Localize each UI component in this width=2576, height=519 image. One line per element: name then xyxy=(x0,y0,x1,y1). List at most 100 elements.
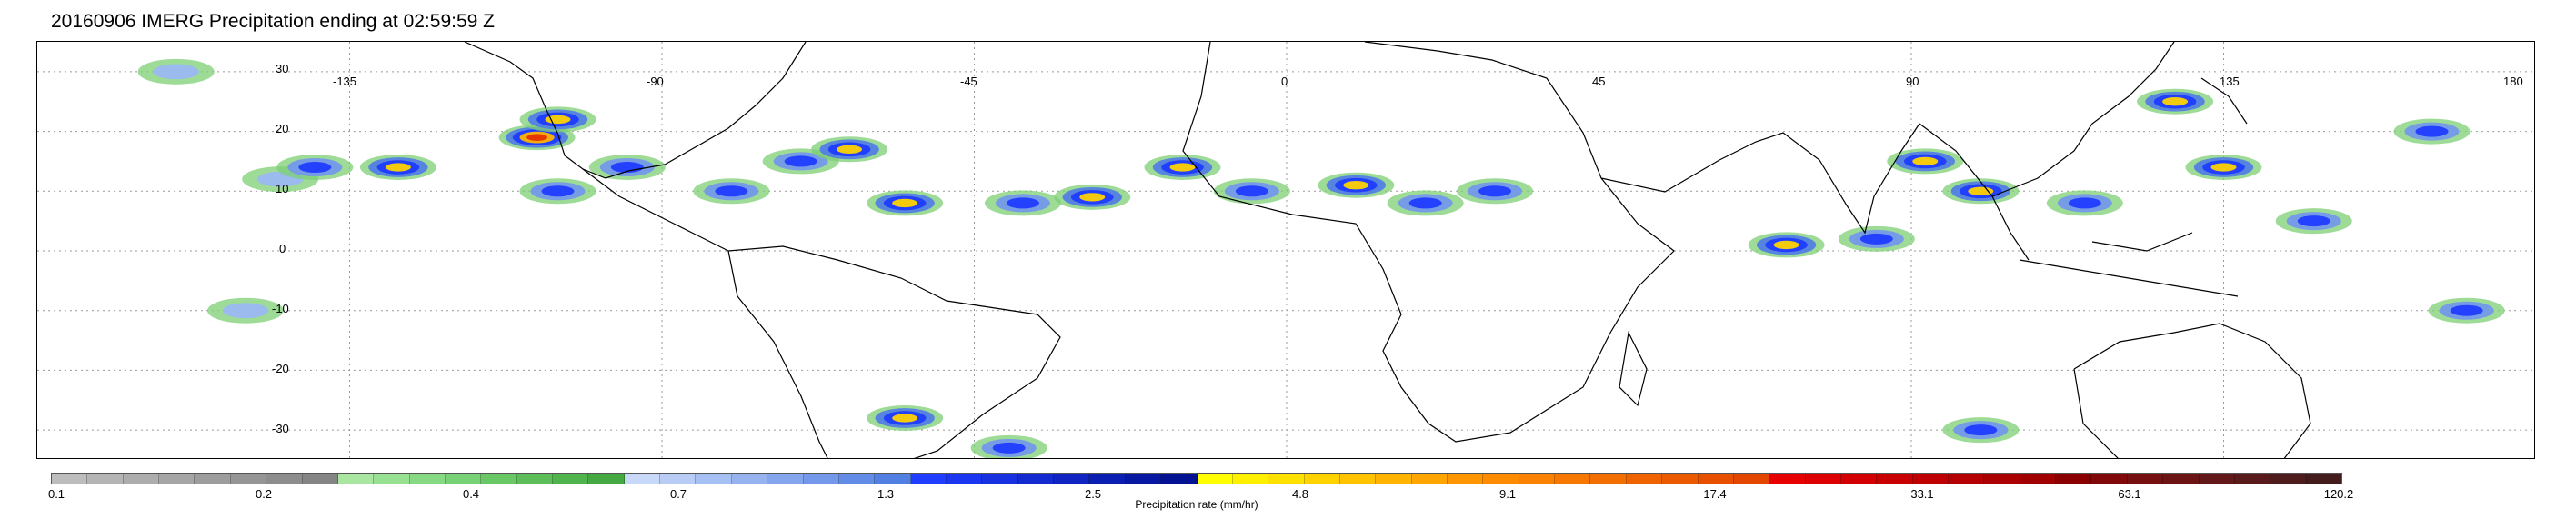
precip-cell-20-band-3 xyxy=(1912,156,1939,166)
precip-cell-26 xyxy=(2393,118,2471,145)
colorbar-segment-0 xyxy=(52,474,88,484)
colorbar-segment-54 xyxy=(1984,474,2020,484)
colorbar-tick-1: 0.2 xyxy=(255,487,273,501)
precip-cell-16-band-2 xyxy=(1408,197,1442,209)
precip-cell-11 xyxy=(984,190,1061,216)
precip-cell-1-band-2 xyxy=(298,162,332,173)
southeast-asia-coast xyxy=(1919,42,2175,261)
colorbar-segment-56 xyxy=(2056,474,2092,484)
lat-label-30: 30 xyxy=(276,62,289,75)
colorbar-segment-4 xyxy=(195,474,231,484)
colorbar-segment-43 xyxy=(1590,474,1627,484)
lon-label-45: 45 xyxy=(1592,75,1606,88)
lon-label-minus135: -135 xyxy=(333,75,357,88)
precip-cell-31 xyxy=(207,297,284,324)
precip-cell-7-band-2 xyxy=(715,185,748,197)
colorbar-segment-15 xyxy=(588,474,625,484)
lat-label-10: 10 xyxy=(276,182,289,195)
precip-cell-15 xyxy=(1318,172,1395,198)
map-title: 20160906 IMERG Precipitation ending at 0… xyxy=(51,11,495,32)
precipitation-colorbar xyxy=(51,473,2342,484)
madagascar-coast xyxy=(1619,331,1648,407)
colorbar-segment-16 xyxy=(624,474,661,484)
colorbar-segment-59 xyxy=(2163,474,2200,484)
colorbar-segment-51 xyxy=(1877,474,1913,484)
colorbar-segment-18 xyxy=(696,474,732,484)
colorbar-segment-33 xyxy=(1232,474,1269,484)
colorbar-segment-53 xyxy=(1949,474,1985,484)
precip-cell-28 xyxy=(867,405,944,431)
colorbar-segment-8 xyxy=(337,474,375,484)
precipitation-map[interactable]: 30 20 10 0 -10 -20 -30 -135 -90 -45 0 45… xyxy=(36,41,2535,459)
colorbar-segment-20 xyxy=(767,474,804,484)
precip-cell-12-band-3 xyxy=(1079,193,1106,202)
colorbar-segment-13 xyxy=(516,474,554,484)
colorbar-segment-27 xyxy=(1017,474,1055,484)
colorbar-segment-7 xyxy=(302,474,338,484)
colorbar-segment-57 xyxy=(2091,474,2128,484)
colorbar-segment-37 xyxy=(1376,474,1412,484)
colorbar-segment-6 xyxy=(266,474,303,484)
colorbar-segment-2 xyxy=(123,474,160,484)
colorbar-segment-25 xyxy=(946,474,983,484)
colorbar-segment-35 xyxy=(1304,474,1340,484)
colorbar-segment-52 xyxy=(1912,474,1950,484)
colorbar-segment-26 xyxy=(982,474,1018,484)
precip-cell-23 xyxy=(2137,88,2214,115)
precip-cell-27 xyxy=(2428,297,2505,324)
precip-cell-4 xyxy=(519,106,596,133)
precip-cell-9-band-3 xyxy=(837,145,863,154)
precip-cell-2 xyxy=(359,155,436,180)
colorbar-segment-34 xyxy=(1268,474,1305,484)
colorbar-segment-47 xyxy=(1733,474,1770,484)
precip-cell-18-band-3 xyxy=(1773,240,1799,250)
colorbar-segment-12 xyxy=(481,474,517,484)
precip-cell-25-band-2 xyxy=(2297,215,2330,227)
colorbar-segment-48 xyxy=(1769,474,1806,484)
colorbar-tick-6: 4.8 xyxy=(1291,487,1309,501)
colorbar-segment-55 xyxy=(2020,474,2057,484)
colorbar-tick-11: 120.2 xyxy=(2323,487,2354,501)
precip-cell-13 xyxy=(1144,155,1221,180)
colorbar-segment-46 xyxy=(1698,474,1734,484)
precip-cell-26-band-2 xyxy=(2415,125,2449,137)
colorbar-segment-45 xyxy=(1662,474,1699,484)
colorbar-segment-36 xyxy=(1339,474,1377,484)
colorbar-segment-38 xyxy=(1411,474,1448,484)
precip-cell-29-band-2 xyxy=(992,442,1026,454)
precip-cell-27-band-2 xyxy=(2450,304,2483,316)
colorbar-segment-40 xyxy=(1483,474,1519,484)
colorbar-segment-42 xyxy=(1555,474,1591,484)
precip-cell-24-band-3 xyxy=(2210,163,2237,172)
precip-cell-22 xyxy=(2046,190,2123,216)
colorbar-segment-22 xyxy=(838,474,876,484)
precip-cell-9 xyxy=(811,136,888,163)
colorbar-segment-60 xyxy=(2199,474,2235,484)
colorbar-segment-30 xyxy=(1125,474,1162,484)
colorbar-segment-1 xyxy=(87,474,124,484)
precip-cell-11-band-2 xyxy=(1006,197,1039,209)
precip-cell-13-band-3 xyxy=(1169,163,1196,172)
precip-cell-8-band-2 xyxy=(784,155,817,167)
precip-cell-3-band-4 xyxy=(526,134,548,141)
precip-cell-12 xyxy=(1054,184,1131,210)
colorbar-segment-9 xyxy=(374,474,410,484)
south-america-coast xyxy=(727,245,1061,458)
north-america-coast xyxy=(464,42,807,179)
precip-cell-16 xyxy=(1387,190,1464,216)
colorbar-segment-39 xyxy=(1448,474,1484,484)
precip-cell-4-band-3 xyxy=(545,115,571,125)
precip-cell-29 xyxy=(970,434,1047,458)
colorbar-segment-29 xyxy=(1089,474,1126,484)
coastlines xyxy=(464,42,2311,458)
precip-cell-14-band-2 xyxy=(1235,185,1268,197)
precip-cell-10-band-3 xyxy=(892,198,918,208)
precip-cell-31-band-1 xyxy=(222,303,269,319)
precip-cell-14 xyxy=(1213,178,1290,205)
colorbar-tick-0: 0.1 xyxy=(47,487,65,501)
colorbar-segment-17 xyxy=(660,474,697,484)
precip-cell-2-band-3 xyxy=(385,163,411,172)
precip-cell-7 xyxy=(693,178,770,205)
precip-cell-23-band-3 xyxy=(2162,97,2189,106)
colorbar-tick-3: 0.7 xyxy=(669,487,687,501)
